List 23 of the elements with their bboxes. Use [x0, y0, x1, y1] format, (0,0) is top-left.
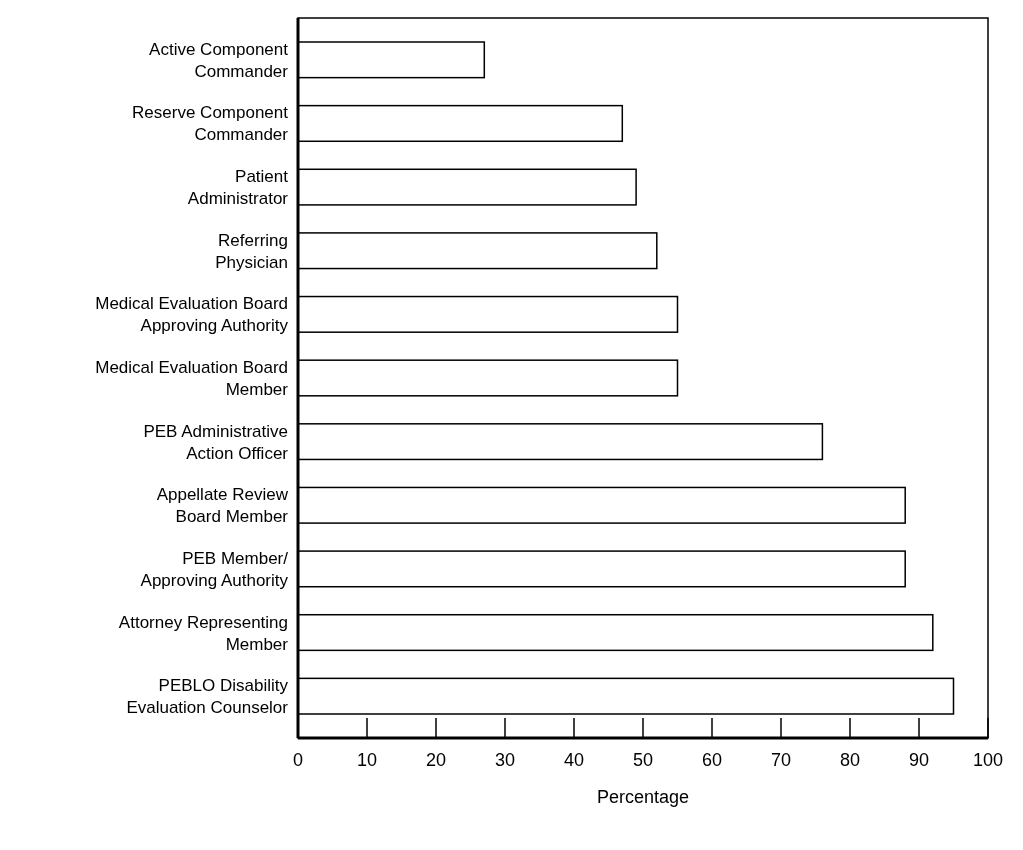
x-tick-label: 20: [425, 750, 447, 770]
y-tick-label: Active Component Commander: [149, 39, 289, 81]
x-tick-label: 60: [701, 750, 723, 770]
y-tick-label: Medical Evaluation Board Member: [95, 358, 289, 399]
y-tick-label: Referring Physician: [215, 230, 288, 272]
x-tick-label: 80: [839, 750, 861, 770]
y-tick-label: Appellate Review Board Member: [156, 485, 289, 527]
x-tick-label: 30: [494, 750, 516, 770]
x-tick-label: 10: [356, 750, 378, 770]
x-tick-label: 90: [908, 750, 930, 770]
y-tick-label: Patient Administrator: [187, 167, 289, 209]
y-tick-label: PEB Member/ Approving Authority: [140, 548, 289, 590]
x-tick-label: 40: [563, 750, 585, 770]
y-tick-label: Reserve Component Commander: [132, 103, 289, 145]
y-tick-label: Attorney Representing Member: [118, 612, 289, 654]
x-tick-label: 0: [292, 750, 304, 770]
y-tick-label: PEBLO Disability Evaluation Counselor: [126, 676, 289, 718]
x-tick-label: 100: [972, 750, 1004, 770]
x-axis-title: Percentage: [596, 787, 690, 807]
y-tick-label: PEB Administrative Action Officer: [143, 421, 289, 463]
x-tick-label: 50: [632, 750, 654, 770]
y-tick-label: Medical Evaluation Board Approving Authority: [95, 294, 289, 336]
x-tick-label: 70: [770, 750, 792, 770]
